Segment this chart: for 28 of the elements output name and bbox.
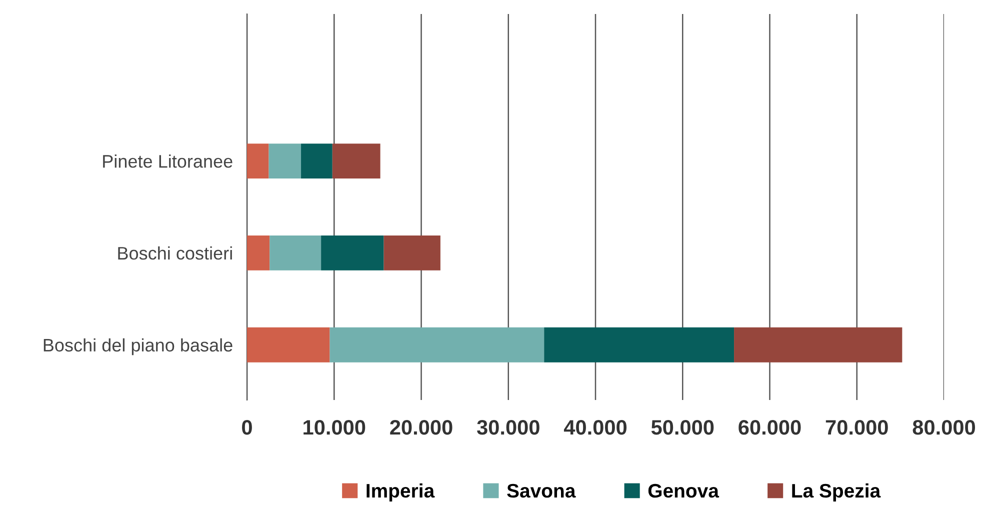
legend-label: La Spezia bbox=[792, 483, 881, 502]
bar bbox=[247, 235, 270, 270]
x-tick-label: 10.000 bbox=[304, 420, 366, 435]
x-tick-label: 40.000 bbox=[564, 420, 627, 435]
x-tick-label: 80.000 bbox=[912, 420, 976, 435]
y-tick-label: Pinete Litoranee bbox=[103, 154, 232, 168]
x-tick-label: 30.000 bbox=[476, 420, 540, 435]
x-tick-label: 50.000 bbox=[651, 420, 714, 435]
bar bbox=[321, 235, 384, 270]
x-tick-label: 0 bbox=[242, 420, 252, 435]
bar bbox=[384, 235, 440, 270]
bar bbox=[268, 144, 302, 179]
bar bbox=[270, 235, 322, 270]
y-tick-label: Boschi costieri bbox=[118, 246, 232, 260]
x-tick-label: 70.000 bbox=[826, 420, 888, 435]
x-tick-label: 60.000 bbox=[738, 420, 801, 435]
legend-label: Genova bbox=[648, 484, 720, 498]
y-tick-label: Boschi del piano basale bbox=[44, 338, 232, 356]
bar bbox=[330, 327, 544, 362]
legend-label: Imperia bbox=[366, 483, 435, 502]
legend-label: Savona bbox=[507, 484, 576, 498]
x-tick-label: 20.000 bbox=[390, 420, 452, 435]
bar bbox=[734, 327, 902, 362]
bar bbox=[332, 144, 380, 179]
bar bbox=[247, 327, 330, 362]
bar bbox=[301, 144, 332, 179]
bar bbox=[544, 327, 734, 362]
bar bbox=[247, 144, 269, 179]
